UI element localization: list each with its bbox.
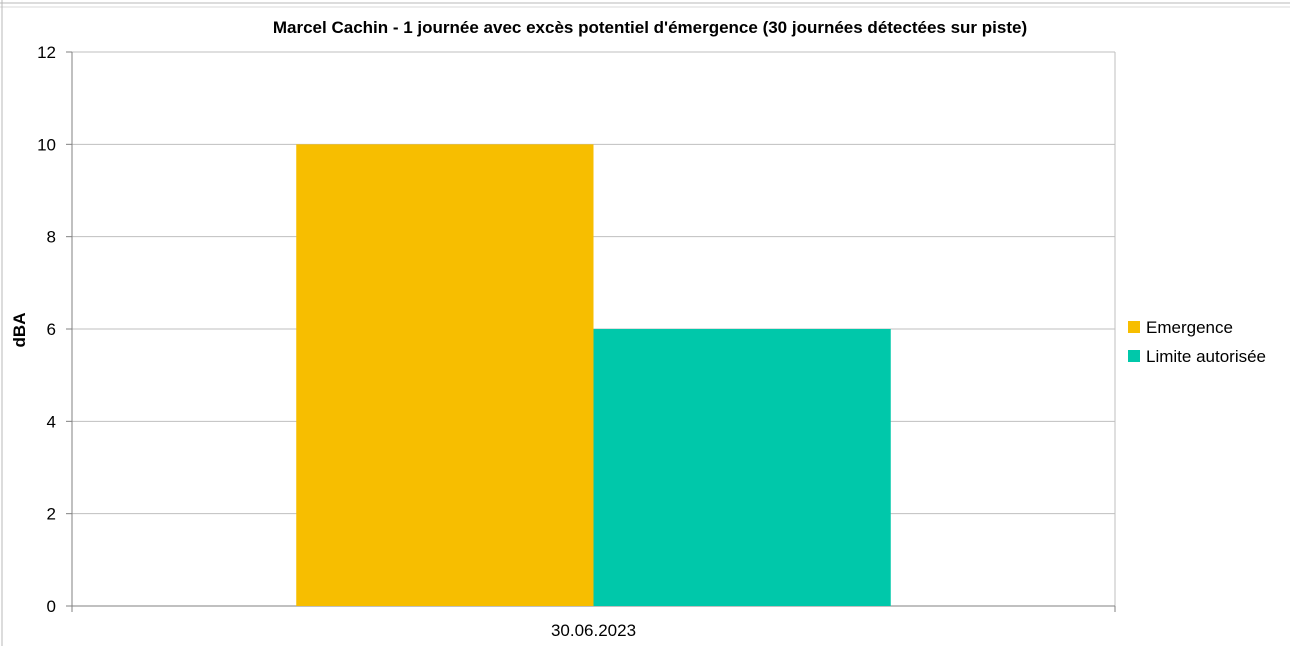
legend-label: Limite autorisée — [1146, 347, 1266, 366]
y-tick-label: 2 — [47, 505, 56, 524]
x-tick-label: 30.06.2023 — [551, 621, 636, 640]
x-axis-ticks: 30.06.2023 — [71, 606, 1116, 640]
legend-swatch — [1128, 321, 1140, 333]
bar-emergence — [296, 144, 594, 607]
legend-swatch — [1128, 350, 1140, 362]
y-tick-label: 8 — [47, 228, 56, 247]
bar-limite-autoris-e — [593, 329, 891, 606]
y-tick-label: 10 — [37, 135, 56, 154]
y-axis-label: dBA — [10, 313, 29, 348]
y-tick-label: 6 — [47, 320, 56, 339]
legend: Emergence Limite autorisée — [1128, 318, 1266, 366]
chart-title: Marcel Cachin - 1 journée avec excès pot… — [273, 18, 1027, 37]
y-tick-label: 4 — [47, 412, 56, 431]
y-axis-ticks: 0 2 4 6 8 10 12 — [37, 43, 72, 616]
legend-label: Emergence — [1146, 318, 1233, 337]
bars — [296, 144, 891, 607]
y-tick-label: 0 — [47, 597, 56, 616]
y-tick-label: 12 — [37, 43, 56, 62]
